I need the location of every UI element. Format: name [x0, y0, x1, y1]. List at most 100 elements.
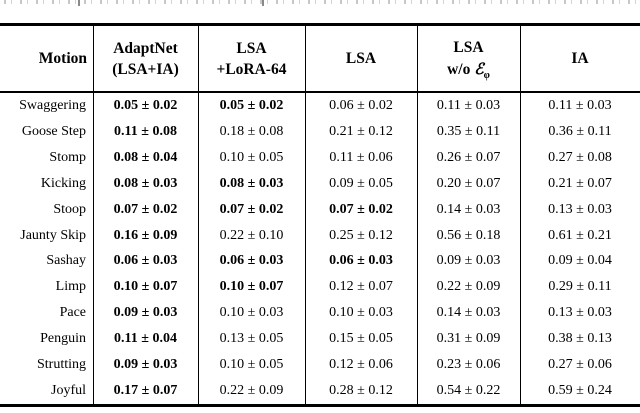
value-cell: 0.05 ± 0.02 [219, 97, 284, 113]
value-cell: 0.06 ± 0.02 [329, 97, 393, 113]
value-cell: 0.61 ± 0.21 [548, 227, 612, 243]
value-cell: 0.22 ± 0.10 [219, 227, 284, 243]
table-header-row: Motion AdaptNet (LSA+IA) LSA +LoRA-64 LS… [0, 26, 640, 91]
value-cell: 0.05 ± 0.02 [113, 97, 178, 113]
value-cell: 0.10 ± 0.07 [113, 279, 178, 295]
value-cell: 0.11 ± 0.08 [114, 123, 177, 139]
table-top-rule [0, 23, 640, 26]
value-cell: 0.09 ± 0.03 [113, 305, 178, 321]
header-label: Motion [38, 50, 87, 67]
header-lsa-wo-encoder: LSA w/o ℰφ [417, 26, 520, 91]
value-cell: 0.09 ± 0.04 [548, 253, 612, 269]
motion-cell: Jaunty Skip [20, 227, 86, 243]
value-cell: 0.22 ± 0.09 [219, 383, 284, 399]
value-cell: 0.27 ± 0.06 [548, 357, 612, 373]
motion-cell: Penguin [40, 331, 86, 347]
value-cell: 0.38 ± 0.13 [548, 331, 612, 347]
value-cell: 0.36 ± 0.11 [548, 123, 612, 139]
value-cell: 0.09 ± 0.03 [436, 253, 501, 269]
motion-cell: Stomp [49, 149, 86, 165]
value-cell: 0.20 ± 0.07 [436, 175, 501, 191]
column-divider [198, 26, 199, 404]
value-cell: 0.11 ± 0.03 [436, 97, 501, 113]
value-cell: 0.29 ± 0.11 [548, 279, 612, 295]
value-cell: 0.11 ± 0.04 [114, 331, 177, 347]
value-cell: 0.10 ± 0.05 [219, 357, 284, 373]
motion-cell: Kicking [40, 175, 86, 191]
value-cell: 0.13 ± 0.03 [548, 305, 612, 321]
table-row: Pace 0.09 ± 0.03 0.10 ± 0.03 0.10 ± 0.03 0.1… [0, 300, 640, 326]
header-lsa: LSA [305, 26, 417, 91]
header-label-prefix: w/o [447, 61, 475, 78]
clipped-caption-text [4, 0, 636, 6]
header-adaptnet: AdaptNet (LSA+IA) [93, 26, 198, 91]
value-cell: 0.22 ± 0.09 [436, 279, 501, 295]
table-row: Stomp 0.08 ± 0.04 0.10 ± 0.05 0.11 ± 0.06 0.… [0, 145, 640, 171]
header-label: (LSA+IA) [112, 60, 179, 78]
value-cell: 0.56 ± 0.18 [436, 227, 501, 243]
value-cell: 0.27 ± 0.08 [548, 149, 612, 165]
value-cell: 0.12 ± 0.06 [329, 357, 393, 373]
header-label: AdaptNet [113, 39, 178, 57]
value-cell: 0.14 ± 0.03 [436, 305, 501, 321]
value-cell: 0.11 ± 0.06 [329, 149, 393, 165]
value-cell: 0.09 ± 0.05 [329, 175, 393, 191]
value-cell: 0.07 ± 0.02 [329, 201, 393, 217]
motion-cell: Strutting [36, 357, 86, 373]
table-row: Penguin 0.11 ± 0.04 0.13 ± 0.05 0.15 ± 0.05… [0, 326, 640, 352]
motion-cell: Joyful [51, 383, 86, 399]
header-ia: IA [520, 26, 640, 91]
header-label: IA [571, 50, 589, 67]
table-row: Strutting 0.09 ± 0.03 0.10 ± 0.05 0.12 ± 0.… [0, 352, 640, 378]
header-label: +LoRA-64 [216, 60, 287, 78]
value-cell: 0.09 ± 0.03 [113, 357, 178, 373]
value-cell: 0.31 ± 0.09 [436, 331, 501, 347]
value-cell: 0.12 ± 0.07 [329, 279, 393, 295]
value-cell: 0.11 ± 0.03 [548, 97, 612, 113]
table-row: Limp 0.10 ± 0.07 0.10 ± 0.07 0.12 ± 0.07 0.2… [0, 274, 640, 300]
header-label: LSA [453, 39, 484, 56]
value-cell: 0.07 ± 0.02 [113, 201, 178, 217]
value-cell: 0.59 ± 0.24 [548, 383, 612, 399]
value-cell: 0.23 ± 0.06 [436, 357, 501, 373]
header-label: LSA [236, 39, 267, 57]
value-cell: 0.06 ± 0.03 [219, 253, 284, 269]
value-cell: 0.08 ± 0.03 [219, 175, 284, 191]
value-cell: 0.25 ± 0.12 [329, 227, 393, 243]
value-cell: 0.15 ± 0.05 [329, 331, 393, 347]
table-body: Swaggering 0.05 ± 0.02 0.05 ± 0.02 0.06 ± 0… [0, 93, 640, 404]
motion-cell: Sashay [46, 253, 86, 269]
value-cell: 0.54 ± 0.22 [436, 383, 501, 399]
value-cell: 0.35 ± 0.11 [436, 123, 501, 139]
value-cell: 0.13 ± 0.05 [219, 331, 284, 347]
value-cell: 0.08 ± 0.03 [113, 175, 178, 191]
value-cell: 0.08 ± 0.04 [113, 149, 178, 165]
value-cell: 0.14 ± 0.03 [436, 201, 501, 217]
column-divider [93, 26, 94, 404]
value-cell: 0.10 ± 0.03 [329, 305, 393, 321]
value-cell: 0.21 ± 0.12 [329, 123, 393, 139]
header-lsa-lora64: LSA +LoRA-64 [198, 26, 305, 91]
header-motion: Motion [0, 26, 93, 91]
table-row: Joyful 0.17 ± 0.07 0.22 ± 0.09 0.28 ± 0.12 0… [0, 378, 640, 404]
value-cell: 0.06 ± 0.03 [329, 253, 393, 269]
table-row: Swaggering 0.05 ± 0.02 0.05 ± 0.02 0.06 ± 0… [0, 93, 640, 119]
value-cell: 0.10 ± 0.05 [219, 149, 284, 165]
value-cell: 0.28 ± 0.12 [329, 383, 393, 399]
column-divider [520, 26, 521, 404]
motion-cell: Goose Step [21, 123, 86, 139]
column-divider [417, 26, 418, 404]
table-row: Sashay 0.06 ± 0.03 0.06 ± 0.03 0.06 ± 0.03 0… [0, 249, 640, 275]
motion-cell: Swaggering [19, 97, 86, 113]
value-cell: 0.07 ± 0.02 [219, 201, 284, 217]
value-cell: 0.26 ± 0.07 [436, 149, 501, 165]
motion-cell: Pace [59, 305, 86, 321]
value-cell: 0.10 ± 0.03 [219, 305, 284, 321]
value-cell: 0.10 ± 0.07 [219, 279, 284, 295]
table-bottom-rule [0, 404, 640, 407]
table-row: Kicking 0.08 ± 0.03 0.08 ± 0.03 0.09 ± 0.05… [0, 171, 640, 197]
value-cell: 0.18 ± 0.08 [219, 123, 284, 139]
phi-subscript: φ [483, 70, 490, 82]
table-row: Goose Step 0.11 ± 0.08 0.18 ± 0.08 0.21 ± 0… [0, 119, 640, 145]
